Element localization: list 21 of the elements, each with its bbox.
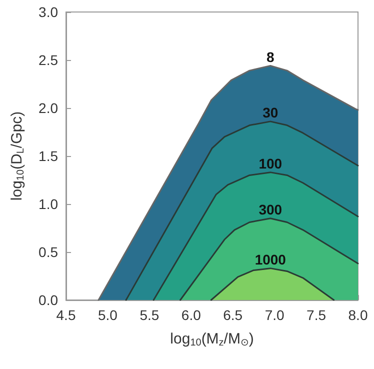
series-label: 8 bbox=[266, 48, 274, 65]
x-tick-label: 5.0 bbox=[98, 307, 118, 323]
y-tick-label: 1.5 bbox=[38, 148, 58, 164]
x-tick-label: 8.0 bbox=[348, 307, 368, 323]
series-label: 30 bbox=[262, 104, 278, 120]
x-tick-label: 6.0 bbox=[181, 307, 202, 323]
y-axis-title: log10(DL/Gpc) bbox=[8, 111, 26, 201]
y-tick-label: 2.0 bbox=[38, 100, 58, 116]
x-tick-label: 5.5 bbox=[140, 307, 160, 323]
y-tick-label: 0.0 bbox=[38, 292, 58, 308]
x-tick-label: 7.0 bbox=[264, 307, 285, 323]
series-label: 1000 bbox=[254, 251, 286, 268]
y-tick-label: 3.0 bbox=[38, 4, 58, 20]
series-label: 100 bbox=[258, 155, 282, 172]
y-tick-label: 1.0 bbox=[38, 196, 58, 212]
x-tick-label: 7.5 bbox=[306, 307, 326, 323]
series-label: 300 bbox=[258, 201, 282, 218]
y-tick-label: 0.5 bbox=[38, 244, 58, 260]
x-tick-label: 6.5 bbox=[223, 307, 243, 323]
x-tick-label: 4.5 bbox=[56, 307, 76, 323]
y-tick-label: 2.5 bbox=[38, 52, 58, 68]
